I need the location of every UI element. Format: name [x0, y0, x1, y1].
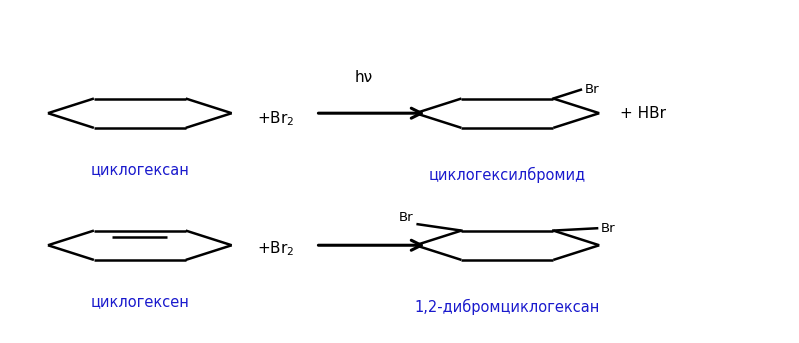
Text: +Br$_2$: +Br$_2$: [257, 109, 294, 128]
Text: + HBr: + HBr: [620, 106, 666, 121]
Text: hν: hν: [355, 70, 372, 85]
Text: Br: Br: [585, 83, 599, 96]
Text: +Br$_2$: +Br$_2$: [257, 239, 294, 258]
Text: циклогексилбромид: циклогексилбромид: [429, 167, 586, 183]
Text: циклогексен: циклогексен: [90, 294, 189, 309]
Text: циклогексан: циклогексан: [90, 162, 189, 177]
Text: Br: Br: [399, 211, 414, 224]
Text: 1,2-дибромциклогексан: 1,2-дибромциклогексан: [415, 299, 600, 315]
Text: Br: Br: [601, 222, 616, 235]
